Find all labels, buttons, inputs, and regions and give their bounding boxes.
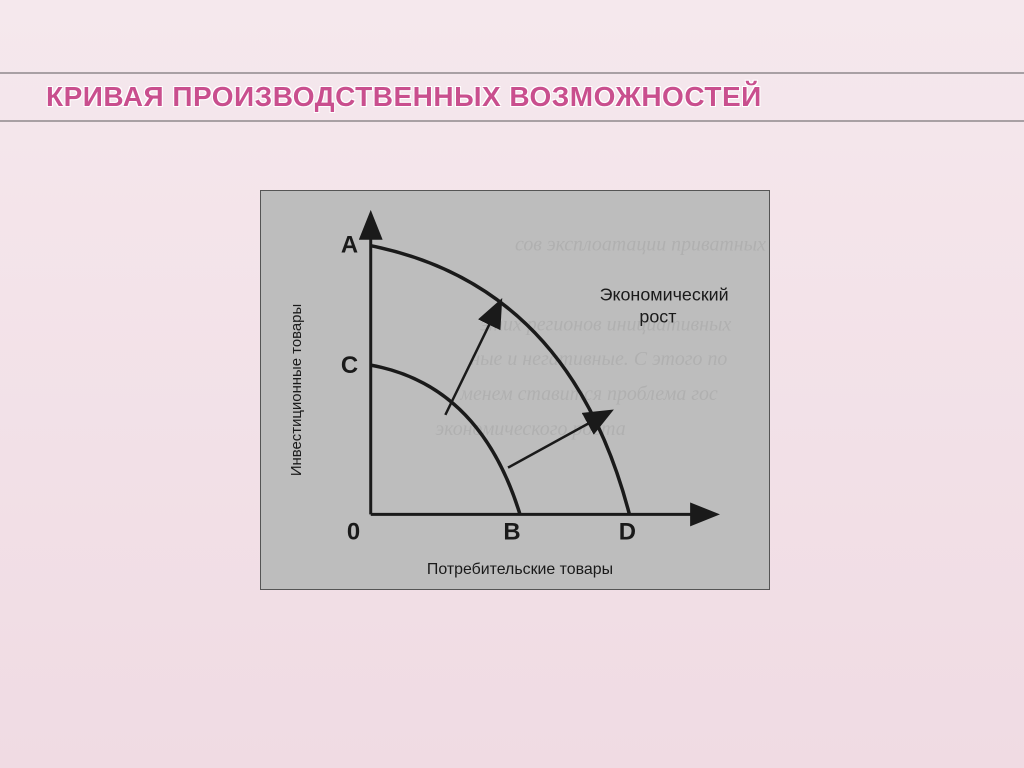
ghost-line: ные и негативные. С этого по (470, 348, 727, 370)
growth-annotation-1: Экономический (600, 284, 729, 304)
ppf-diagram: сов эксплоатации приватных этих регионов… (260, 190, 770, 590)
slide-title: КРИВАЯ ПРОИЗВОДСТВЕННЫХ ВОЗМОЖНОСТЕЙ (46, 81, 762, 113)
ghost-line: сов эксплоатации приватных (515, 234, 766, 256)
outer-ppf-curve (371, 246, 630, 515)
origin-label: 0 (347, 518, 360, 545)
growth-annotation-2: рост (639, 306, 676, 326)
title-bar: КРИВАЯ ПРОИЗВОДСТВЕННЫХ ВОЗМОЖНОСТЕЙ (0, 72, 1024, 122)
point-b-label: B (503, 518, 520, 545)
ghost-text-group: сов эксплоатации приватных этих регионов… (435, 234, 766, 440)
point-c-label: C (341, 352, 358, 379)
point-d-label: D (619, 518, 636, 545)
x-axis-label: Потребительские товары (427, 561, 613, 578)
y-axis-label: Инвестиционные товары (288, 304, 305, 476)
point-a-label: A (341, 232, 358, 259)
ghost-line: менем ставится проблема гос (459, 383, 718, 405)
diagram-svg: сов эксплоатации приватных этих регионов… (261, 191, 769, 589)
